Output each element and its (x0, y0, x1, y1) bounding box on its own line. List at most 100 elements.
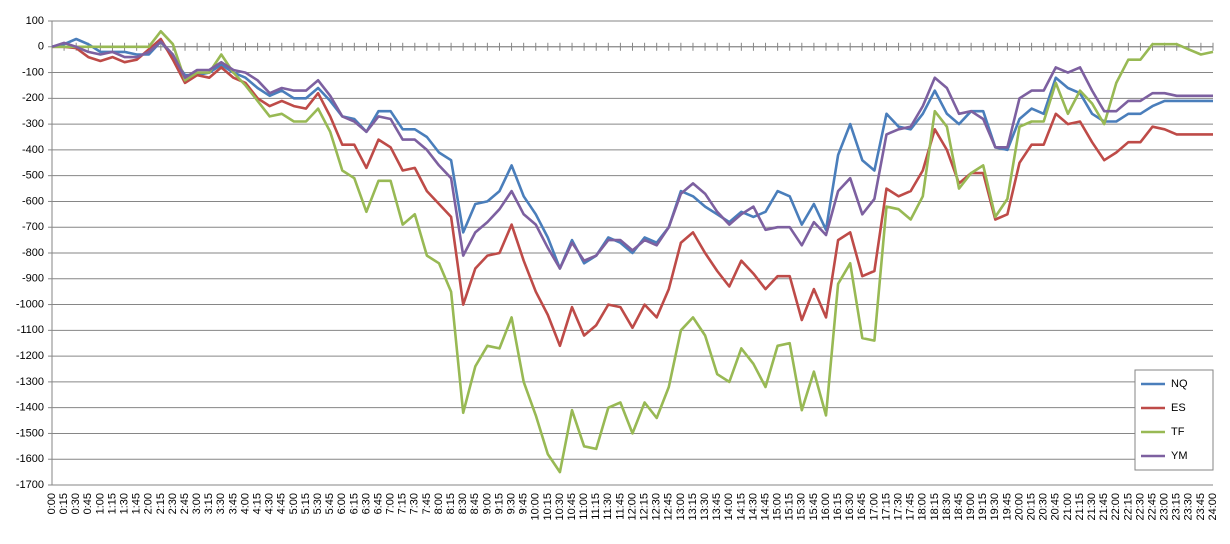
x-tick-label: 20:15 (1026, 493, 1038, 521)
x-tick-label: 3:30 (215, 493, 227, 514)
y-tick-label: -1300 (16, 376, 44, 388)
y-tick-label: -1200 (16, 350, 44, 362)
x-tick-label: 14:30 (747, 493, 759, 521)
x-tick-label: 16:45 (856, 493, 868, 521)
x-tick-label: 3:45 (227, 493, 239, 514)
legend: NQ ES TF YM (1134, 369, 1214, 471)
x-tick-label: 19:30 (989, 493, 1001, 521)
x-tick-label: 14:15 (735, 493, 747, 521)
y-tick-label: -1500 (16, 427, 44, 439)
x-tick-label: 9:15 (493, 493, 505, 514)
x-tick-label: 3:00 (191, 493, 203, 514)
x-tick-label: 5:00 (288, 493, 300, 514)
x-tick-label: 23:00 (1159, 493, 1171, 521)
x-tick-label: 12:45 (663, 493, 675, 521)
x-tick-label: 15:15 (784, 493, 796, 521)
x-tick-label: 11:15 (590, 493, 602, 520)
y-tick-label: -1000 (16, 298, 44, 310)
x-tick-label: 13:15 (687, 493, 699, 521)
x-tick-label: 17:45 (905, 493, 917, 521)
x-tick-label: 6:00 (336, 493, 348, 514)
x-tick-label: 9:00 (481, 493, 493, 514)
line-series (51, 37, 1213, 270)
y-tick-label: -400 (22, 144, 44, 156)
x-tick-label: 4:00 (239, 493, 251, 514)
x-tick-label: 1:45 (131, 493, 143, 514)
y-tick-label: -200 (22, 92, 44, 104)
x-tick-label: 7:45 (421, 493, 433, 514)
x-tick-label: 20:30 (1038, 493, 1050, 521)
x-tick-label: 16:30 (844, 493, 856, 521)
x-tick-label: 7:30 (409, 493, 421, 514)
x-tick-label: 9:30 (505, 493, 517, 514)
x-tick-label: 7:15 (397, 493, 409, 514)
x-tick-label: 8:00 (433, 493, 445, 514)
x-tick-label: 8:15 (445, 493, 457, 514)
x-tick-label: 10:15 (542, 493, 554, 521)
x-tick-label: 13:30 (699, 493, 711, 521)
x-tick-label: 21:15 (1074, 493, 1086, 521)
x-tick-label: 6:15 (348, 493, 360, 514)
x-tick-label: 6:30 (360, 493, 372, 514)
x-tick-label: 5:15 (300, 493, 312, 514)
x-tick-label: 2:00 (143, 493, 155, 514)
x-tick-label: 8:30 (457, 493, 469, 514)
x-tick-label: 18:15 (929, 493, 941, 521)
x-tick-label: 18:45 (953, 493, 965, 521)
x-tick-label: 2:15 (155, 493, 167, 514)
x-tick-label: 0:45 (82, 493, 94, 514)
x-tick-label: 1:15 (106, 493, 118, 514)
line-series (52, 30, 1214, 474)
y-tick-label: -1400 (16, 402, 44, 414)
x-tick-label: 15:30 (796, 493, 808, 521)
x-tick-label: 24:00 (1207, 493, 1219, 521)
x-tick-label: 15:45 (808, 493, 820, 521)
x-tick-label: 1:30 (118, 493, 130, 514)
x-tick-label: 5:30 (312, 493, 324, 514)
x-tick-label: 12:15 (639, 493, 651, 521)
x-tick-label: 10:30 (554, 493, 566, 521)
x-tick-label: 14:00 (723, 493, 735, 521)
x-tick-label: 9:45 (518, 493, 530, 514)
x-tick-label: 11:30 (602, 493, 614, 520)
x-tick-label: 4:15 (252, 493, 264, 514)
x-tick-label: 18:00 (917, 493, 929, 521)
x-tick-label: 23:15 (1171, 493, 1183, 521)
x-tick-label: 19:00 (965, 493, 977, 521)
x-tick-label: 20:00 (1013, 493, 1025, 521)
x-tick-label: 0:15 (58, 493, 70, 514)
y-tick-label: -900 (22, 273, 44, 285)
x-tick-label: 8:45 (469, 493, 481, 514)
x-tick-label: 14:45 (759, 493, 771, 521)
x-tick-label: 16:00 (820, 493, 832, 521)
y-tick-label: -100 (22, 66, 44, 78)
legend-box (1134, 369, 1214, 471)
x-tick-label: 10:00 (530, 493, 542, 521)
y-tick-label: -300 (22, 118, 44, 130)
x-tick-label: 22:45 (1146, 493, 1158, 521)
x-tick-label: 0:00 (46, 493, 58, 514)
x-tick-label: 20:45 (1050, 493, 1062, 521)
x-tick-label: 5:45 (324, 493, 336, 514)
line-series (52, 37, 1213, 348)
x-tick-label: 19:45 (1001, 493, 1013, 521)
x-tick-label: 11:45 (614, 493, 626, 520)
y-tick-label: 100 (26, 15, 44, 27)
x-tick-label: 11:00 (578, 493, 590, 520)
x-tick-label: 16:15 (832, 493, 844, 521)
legend-label: YM (1171, 450, 1188, 462)
legend-label: TF (1171, 426, 1185, 438)
x-tick-label: 1:00 (94, 493, 106, 514)
x-tick-label: 15:00 (772, 493, 784, 521)
x-tick-label: 13:00 (675, 493, 687, 521)
y-tick-label: -1700 (16, 479, 44, 491)
x-tick-label: 18:30 (941, 493, 953, 521)
y-tick-label: -800 (22, 247, 44, 259)
x-tick-label: 2:30 (167, 493, 179, 514)
x-tick-label: 21:00 (1062, 493, 1074, 521)
x-tick-label: 23:45 (1195, 493, 1207, 521)
x-tick-label: 12:30 (651, 493, 663, 521)
x-tick-label: 6:45 (372, 493, 384, 514)
line-series (51, 40, 1213, 270)
